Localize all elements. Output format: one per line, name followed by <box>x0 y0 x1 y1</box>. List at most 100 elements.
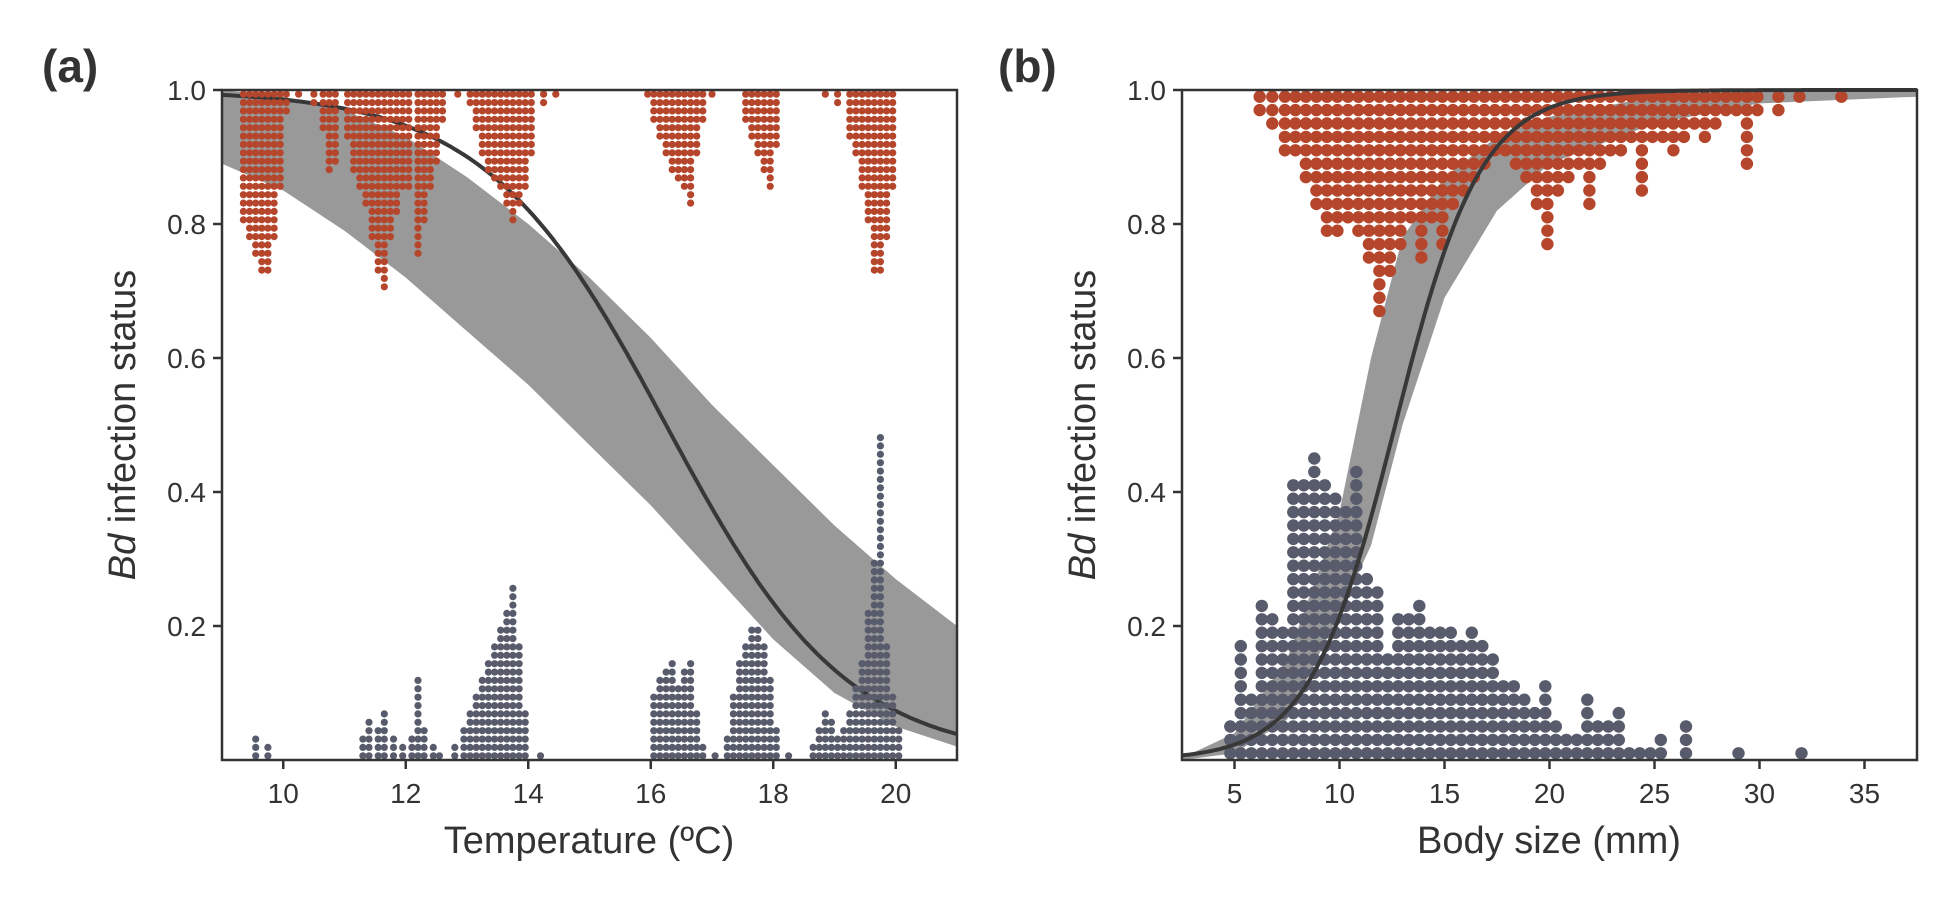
panel-b-uninfected-dot <box>1476 653 1489 666</box>
panel-b-uninfected-dot <box>1455 680 1468 693</box>
panel-b-uninfected-dot <box>1318 733 1332 747</box>
panel-a-infected-dot <box>356 174 364 182</box>
panel-a-uninfected-dot <box>509 735 517 743</box>
panel-b-infected-dot <box>1572 117 1586 130</box>
panel-a-uninfected-dot <box>515 702 523 710</box>
panel-b-infected-dot <box>1467 130 1481 144</box>
panel-a-infected-dot <box>258 140 266 148</box>
panel-b-infected-dot <box>1266 90 1279 103</box>
panel-b-infected-dot <box>1320 103 1334 117</box>
panel-a-uninfected-dot <box>478 735 486 743</box>
panel-a-uninfected-dot <box>509 593 517 601</box>
panel-a-uninfected-dot <box>503 668 511 676</box>
panel-a-uninfected-dot <box>380 727 388 735</box>
panel-b-infected-dot <box>1436 211 1449 224</box>
panel-b-infected-dot <box>1656 90 1670 103</box>
panel-a-uninfected-dot <box>662 727 670 735</box>
panel-a-uninfected-dot <box>509 626 517 634</box>
panel-b-uninfected-dot <box>1329 639 1342 653</box>
panel-a-uninfected-dot <box>754 702 762 710</box>
panel-b-uninfected-dot <box>1266 666 1279 680</box>
panel-a-uninfected-dot <box>760 685 768 693</box>
panel-b-uninfected-dot <box>1679 733 1693 747</box>
panel-a-uninfected-dot <box>754 735 762 743</box>
panel-a-infected-dot <box>426 90 434 98</box>
panel-a-infected-dot <box>876 90 885 98</box>
panel-a-infected-dot <box>864 90 872 98</box>
panel-a-uninfected-dot <box>883 660 891 668</box>
panel-b-uninfected-dot <box>1287 680 1300 693</box>
panel-a-infected-dot <box>883 199 891 207</box>
panel-a-uninfected-dot <box>889 718 897 726</box>
panel-a-uninfected-dot <box>876 434 885 442</box>
panel-a-uninfected-dot <box>870 752 878 760</box>
panel-b-infected-dot <box>1436 117 1449 130</box>
panel-b-infected-dot <box>1436 144 1449 157</box>
panel-a-infected-dot <box>674 99 682 107</box>
panel-b-infected-dot <box>1289 130 1302 144</box>
panel-b-uninfected-dot <box>1455 747 1468 760</box>
panel-b-uninfected-dot <box>1318 680 1332 693</box>
panel-b-infected-dot <box>1415 251 1428 264</box>
panel-a-uninfected-dot <box>484 752 492 760</box>
panel-a-infected-dot <box>852 99 860 107</box>
panel-b-uninfected-dot <box>1297 479 1311 492</box>
panel-b-uninfected-dot <box>1465 733 1479 747</box>
panel-b-uninfected-dot <box>1287 505 1300 519</box>
panel-a-uninfected-dot <box>870 626 878 634</box>
panel-b-letter: (b) <box>998 40 1057 92</box>
panel-b-uninfected-dot <box>1486 706 1500 720</box>
panel-a-infected-dot <box>668 157 676 165</box>
panel-b-uninfected-dot <box>1455 706 1468 720</box>
panel-a-uninfected-dot <box>852 752 860 760</box>
panel-a-infected-dot <box>386 233 394 241</box>
panel-a-uninfected-dot <box>515 668 523 676</box>
panel-a-infected-dot <box>270 182 278 190</box>
panel-b-uninfected-dot <box>1287 532 1300 546</box>
panel-a-infected-dot <box>754 149 762 157</box>
panel-a-x-tick-label: 18 <box>758 778 789 809</box>
panel-a-infected-dot <box>246 90 254 98</box>
panel-b-uninfected-dot <box>1570 747 1584 760</box>
panel-b-infected-dot <box>1331 184 1344 197</box>
panel-b-uninfected-dot <box>1423 747 1437 760</box>
panel-a-infected-dot <box>246 124 254 132</box>
panel-a-infected-dot <box>420 166 428 174</box>
panel-a-uninfected-dot <box>736 727 744 735</box>
panel-a-infected-dot <box>405 166 413 174</box>
panel-a-infected-dot <box>883 107 891 115</box>
panel-a-uninfected-dot <box>466 727 474 735</box>
panel-a-infected-dot <box>864 149 872 157</box>
panel-b-infected-dot <box>1341 144 1355 157</box>
panel-a-uninfected-dot <box>870 584 878 592</box>
panel-b-infected-dot <box>1509 130 1523 144</box>
panel-a-y-tick-label: 0.6 <box>167 343 206 374</box>
panel-a-uninfected-dot <box>365 718 373 726</box>
panel-a-infected-dot <box>356 115 364 123</box>
panel-a-infected-dot <box>852 115 860 123</box>
panel-a-infected-dot <box>368 166 376 174</box>
panel-b-uninfected-dot <box>1360 653 1374 666</box>
panel-a-infected-dot <box>426 115 434 123</box>
panel-b-infected-dot <box>1331 144 1344 157</box>
panel-a-uninfected-dot <box>864 743 872 752</box>
panel-a-uninfected-dot <box>821 743 829 752</box>
panel-a-infected-dot <box>350 166 358 174</box>
panel-b-uninfected-dot <box>1455 653 1468 666</box>
panel-a-infected-dot <box>674 90 682 98</box>
panel-a-infected-dot <box>420 157 428 165</box>
panel-a-infected-dot <box>883 157 891 165</box>
panel-b-uninfected-dot <box>1381 733 1395 747</box>
panel-a-uninfected-dot <box>772 727 780 735</box>
panel-a-infected-dot <box>883 182 891 190</box>
panel-a-infected-dot <box>393 140 401 148</box>
panel-a-infected-dot <box>399 90 407 98</box>
panel-a-infected-dot <box>870 107 878 115</box>
panel-a-uninfected-dot <box>876 727 885 735</box>
panel-b-uninfected-dot <box>1360 613 1374 626</box>
panel-a-infected-dot <box>693 115 701 123</box>
panel-b-uninfected-dot <box>1255 613 1269 626</box>
panel-a-infected-dot <box>325 99 333 107</box>
panel-a-infected-dot <box>772 140 780 148</box>
panel-a-uninfected-dot <box>252 752 260 760</box>
